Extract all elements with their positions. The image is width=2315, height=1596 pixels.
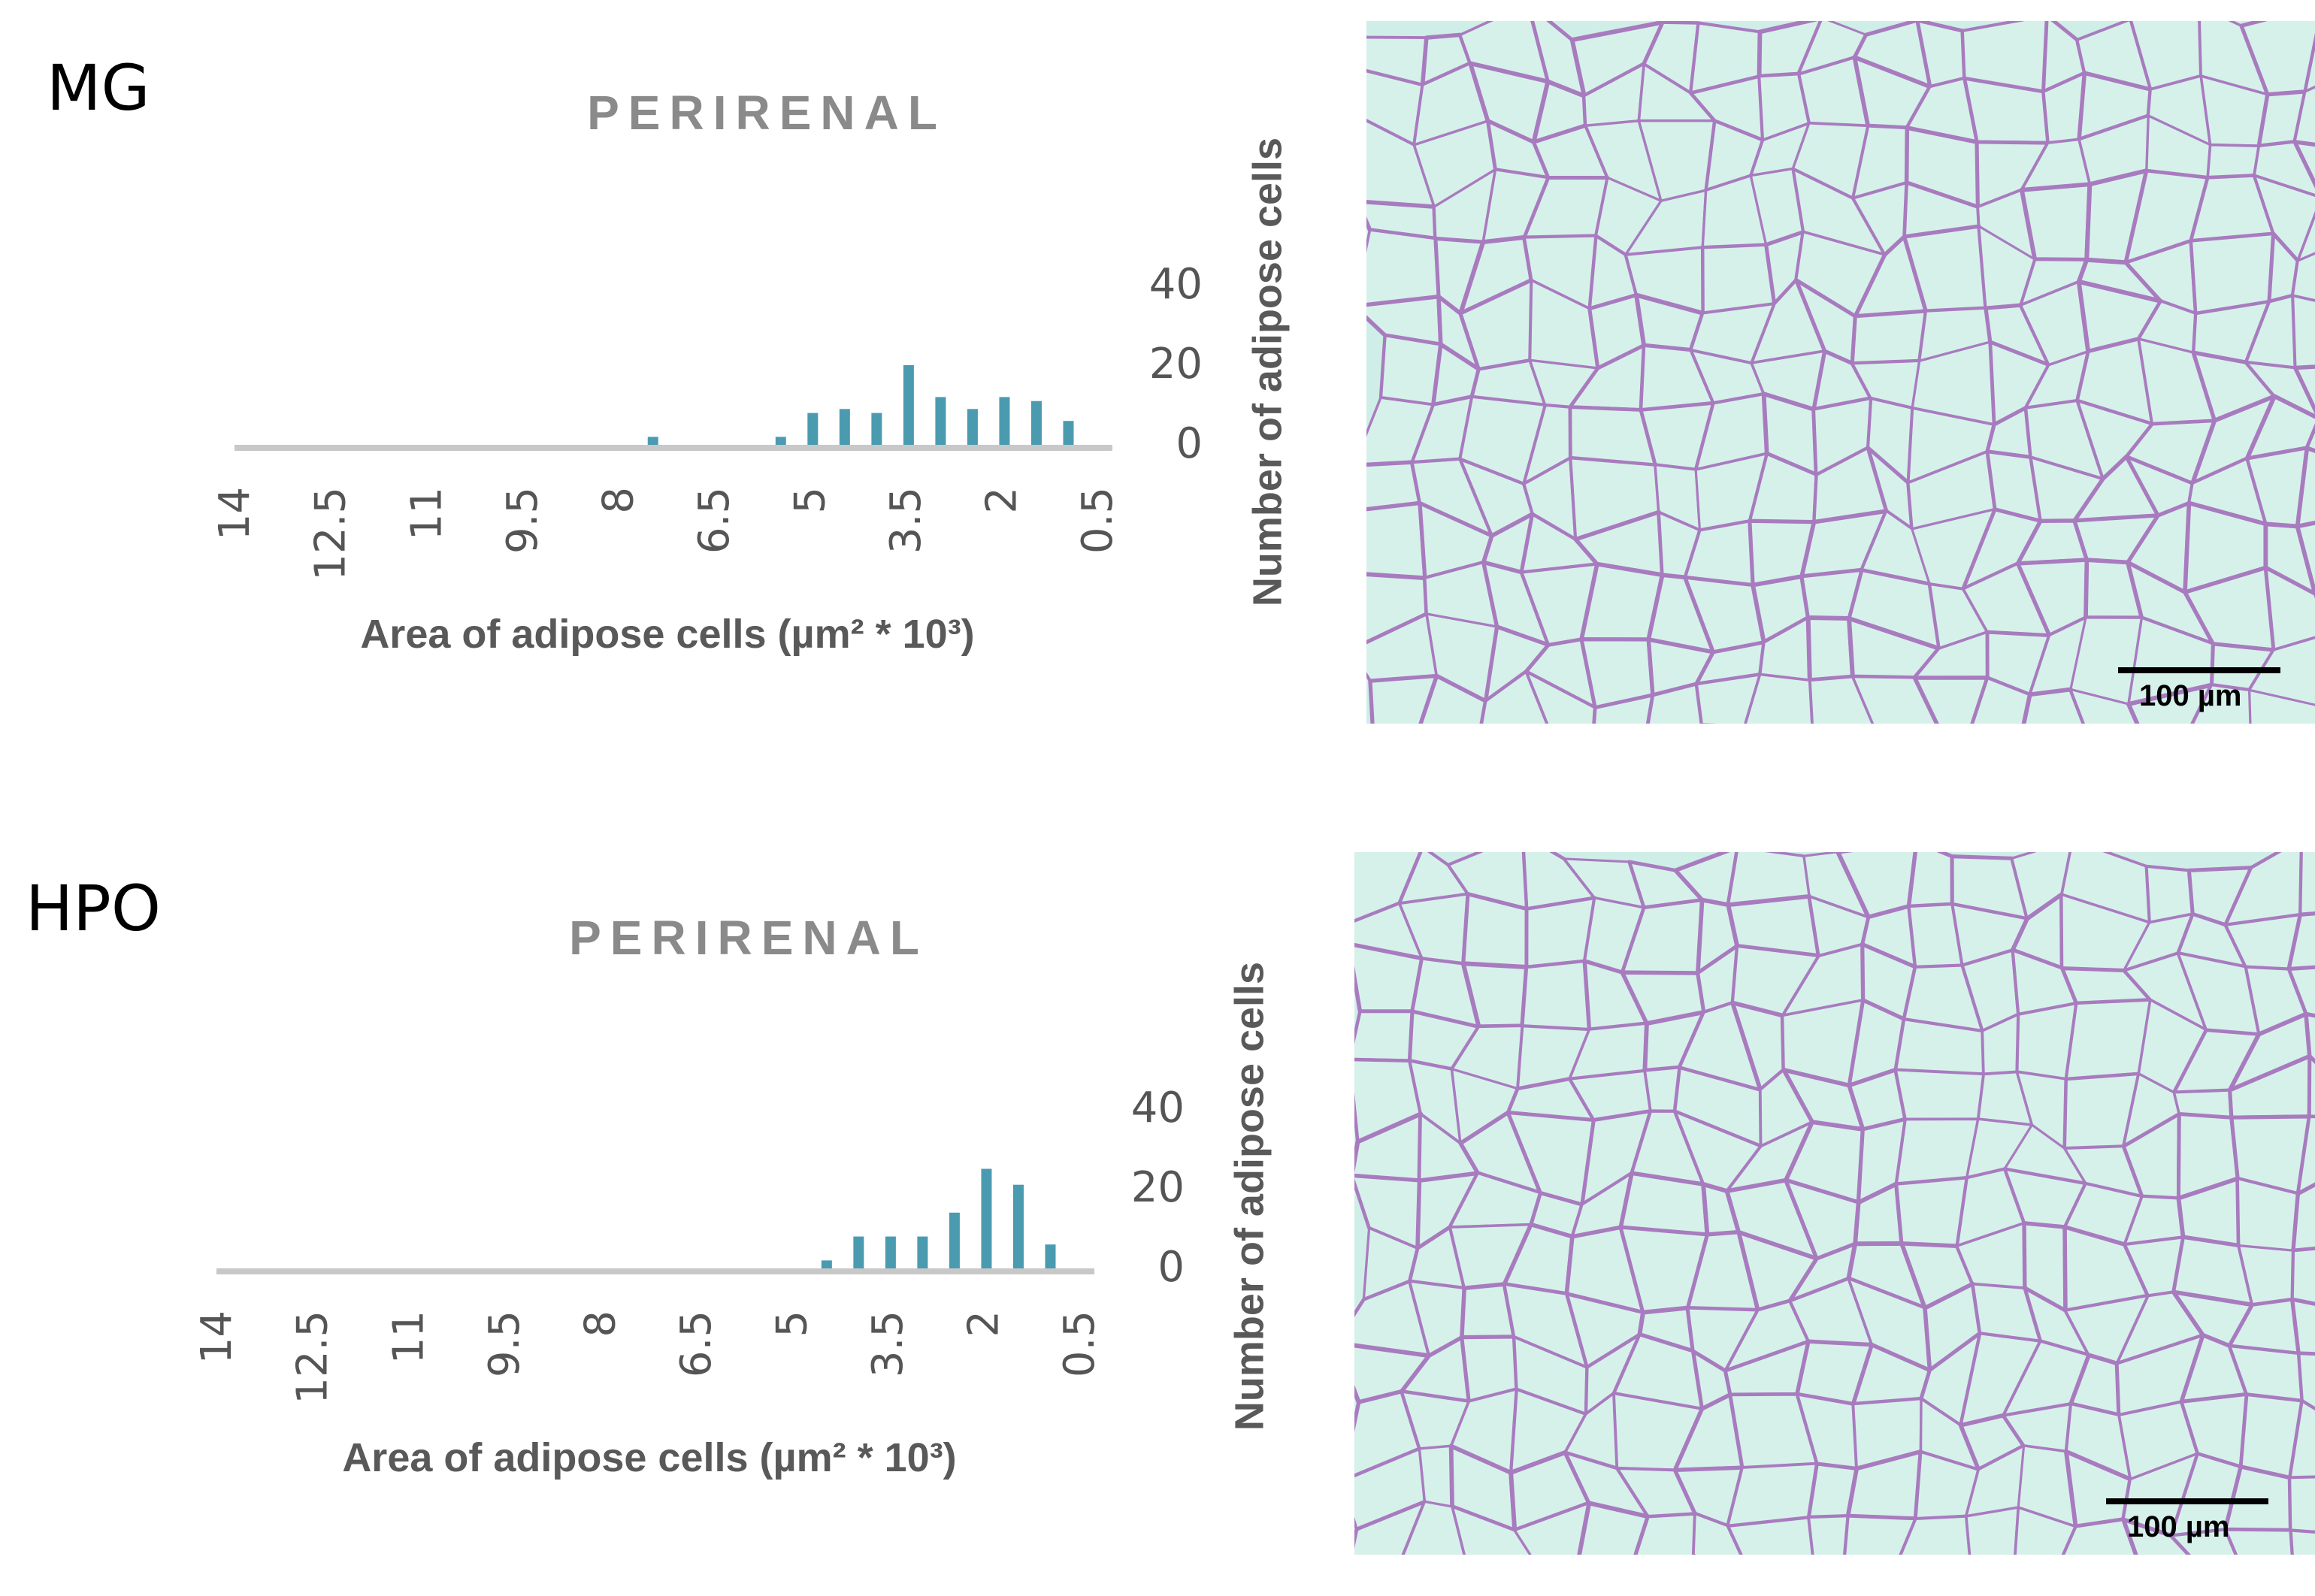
x-tick-label: 14 (210, 487, 259, 540)
x-tick-label: 8 (594, 487, 643, 514)
x-tick-label: 14 (192, 1310, 241, 1364)
x-tick-label: 0.5 (1073, 487, 1122, 554)
x-tick-label: 9.5 (480, 1310, 529, 1377)
bar (871, 413, 882, 445)
bar (775, 437, 786, 445)
y-tick-labels: 40 20 0 (1149, 260, 1203, 468)
bar (807, 413, 819, 445)
bar (1012, 1184, 1024, 1268)
bar (1045, 1244, 1056, 1268)
bar (853, 1236, 864, 1268)
bar (821, 1260, 832, 1268)
bars-group (647, 365, 1074, 445)
y-tick-label: 40 (1131, 1084, 1185, 1132)
bar (981, 1168, 992, 1268)
bar (903, 365, 914, 445)
x-tick-label: 2 (978, 487, 1027, 514)
histogram-chart: PERIRENAL 14 12.5 11 9.5 8 6.5 5 3.5 2 0.5 40200 … (192, 911, 1272, 1480)
chart-title: PERIRENAL (569, 911, 928, 965)
x-tick-label: 3.5 (864, 1310, 912, 1377)
bar (885, 1236, 896, 1268)
bar (935, 397, 946, 445)
bars-group (821, 1168, 1056, 1268)
x-tick-labels: 14 12.5 11 9.5 8 6.5 5 3.5 2 0.5 (210, 487, 1122, 581)
y-tick-labels: 40 20 0 (1131, 1084, 1185, 1292)
histogram-chart: PERIRENAL 14 12.5 11 9.5 8 6.5 5 3.5 2 0.5 40200 … (210, 86, 1290, 657)
x-tick-label: 12.5 (307, 487, 356, 581)
x-tick-label: 5 (767, 1310, 816, 1338)
y-tick-label: 0 (1176, 419, 1203, 468)
bar (917, 1236, 928, 1268)
micrograph-image: 100 µm (1354, 852, 2315, 1555)
x-tick-label: 12.5 (289, 1310, 337, 1404)
scale-bar (2106, 1498, 2268, 1504)
y-tick-label: 20 (1131, 1163, 1185, 1212)
x-tick-label: 0.5 (1055, 1310, 1104, 1377)
bar (839, 409, 850, 445)
bar (949, 1212, 960, 1268)
scale-bar (2118, 667, 2280, 673)
x-tick-label: 11 (384, 1310, 433, 1364)
y-axis-label: Number of adipose cells (1227, 962, 1272, 1431)
bar (647, 437, 658, 445)
scale-bar-label: 100 µm (2139, 679, 2242, 712)
panel-mg: MG PERIRENAL 14 12.5 11 9.5 8 6.5 5 3.5 2 0.5 40 2… (0, 0, 2315, 783)
x-tick-label: 6.5 (672, 1310, 721, 1377)
x-tick-labels: 14 12.5 11 9.5 8 6.5 5 3.5 2 0.5 (192, 1310, 1104, 1404)
x-tick-label: 6.5 (690, 487, 739, 554)
y-tick-label: 0 (1158, 1243, 1185, 1292)
x-axis-label: Area of adipose cells (µm² * 10³) (360, 612, 974, 657)
group-label: HPO (26, 872, 161, 945)
bar (967, 409, 978, 445)
bar (999, 397, 1010, 445)
x-tick-label: 9.5 (498, 487, 547, 554)
tissue-cells (1366, 21, 2315, 724)
x-tick-label: 8 (576, 1310, 625, 1338)
scale-bar-label: 100 µm (2127, 1510, 2230, 1543)
group-label: MG (47, 51, 150, 125)
bar (1030, 401, 1042, 445)
y-tick-label: 40 (1149, 260, 1203, 309)
y-axis-label: Number of adipose cells (1245, 138, 1290, 606)
x-tick-label: 5 (785, 487, 834, 514)
x-axis-label: Area of adipose cells (µm² * 10³) (342, 1435, 956, 1480)
x-tick-label: 2 (960, 1310, 1009, 1338)
chart-title: PERIRENAL (587, 86, 946, 140)
panel-hpo: HPO PERIRENAL 14 12.5 11 9.5 8 6.5 5 3.5 2 0.5 40… (0, 813, 2315, 1596)
tissue-cells (1354, 852, 2315, 1555)
y-tick-label: 20 (1149, 340, 1203, 388)
x-tick-label: 11 (402, 487, 451, 540)
micrograph-image: 100 µm (1366, 21, 2315, 724)
bar (1063, 421, 1074, 445)
x-tick-label: 3.5 (882, 487, 931, 554)
